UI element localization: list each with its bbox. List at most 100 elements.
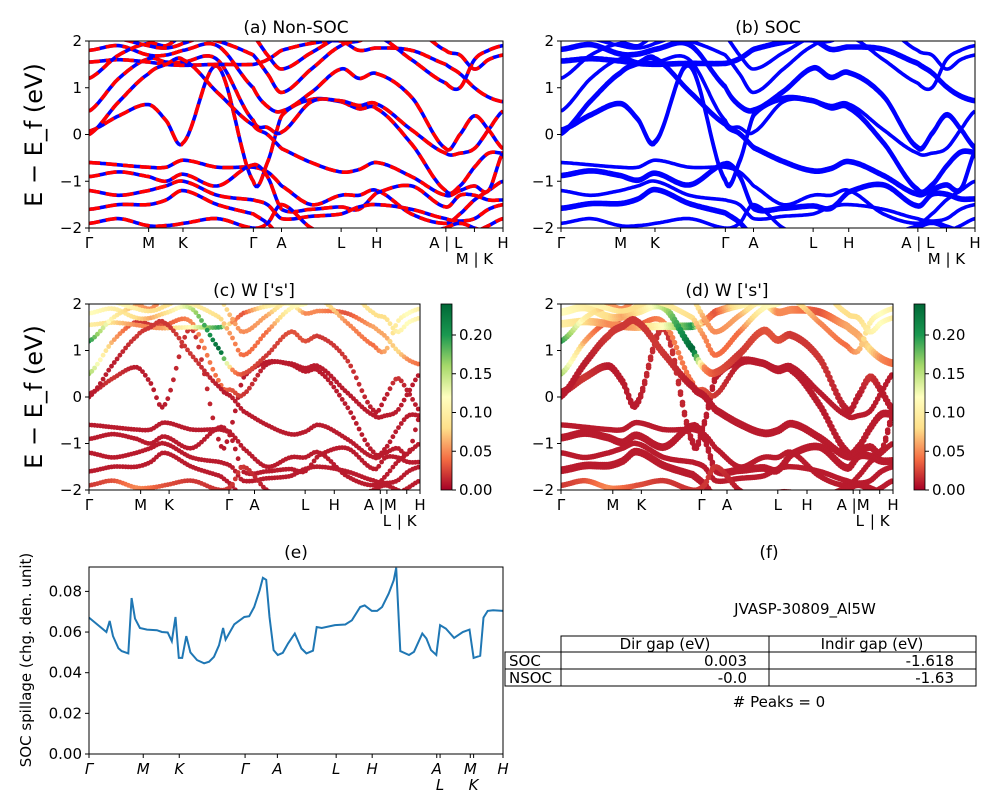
- weight-point: [258, 368, 263, 374]
- x-tick-label: H: [497, 760, 508, 778]
- weight-point: [687, 433, 694, 439]
- weight-point: [109, 340, 114, 346]
- weight-point: [356, 426, 362, 432]
- x-tick-label: L: [856, 512, 865, 530]
- weight-point: [174, 298, 179, 303]
- y-tick-label: 2: [72, 295, 82, 313]
- colorbar-tick-label: 0.10: [932, 404, 965, 422]
- weight-point: [384, 317, 390, 323]
- weight-point: [216, 345, 221, 351]
- weight-point: [711, 376, 718, 383]
- weight-point: [625, 392, 632, 399]
- weight-point: [353, 375, 359, 381]
- weight-point: [171, 377, 176, 383]
- weight-point: [334, 379, 339, 385]
- y-tick-label: 0.00: [49, 745, 82, 763]
- weight-point: [202, 368, 207, 374]
- weight-point: [705, 446, 712, 452]
- weight-point: [196, 361, 202, 367]
- soc-band-line: [561, 53, 975, 157]
- weight-point: [838, 489, 842, 490]
- weight-point: [87, 297, 92, 302]
- weight-point: [165, 396, 171, 402]
- weight-point: [252, 343, 258, 349]
- weight-point: [644, 297, 650, 303]
- weight-point: [339, 397, 345, 402]
- soc-band-line: [561, 202, 975, 228]
- weight-point: [413, 427, 418, 433]
- weight-point: [272, 344, 278, 349]
- weight-point: [384, 471, 390, 477]
- weight-point: [888, 464, 893, 470]
- weight-point: [880, 442, 887, 448]
- weight-point: [384, 391, 390, 397]
- weight-point: [669, 334, 676, 341]
- weight-point: [202, 345, 207, 351]
- weight-point: [859, 341, 865, 348]
- y-tick-label: 0: [72, 126, 82, 144]
- x-tick-label: Γ: [225, 496, 234, 514]
- weight-point: [888, 478, 893, 484]
- weight-point: [182, 343, 188, 349]
- weight-point: [681, 409, 688, 416]
- weight-point: [359, 388, 365, 394]
- weight-point: [224, 361, 230, 366]
- weight-point: [249, 346, 255, 352]
- weight-point: [109, 363, 114, 369]
- weight-point: [827, 374, 833, 381]
- x-tick-label: K: [178, 234, 189, 252]
- soc-band-line: [593, 41, 975, 71]
- x-tick-label: A | L: [429, 234, 463, 252]
- weight-point: [92, 389, 97, 394]
- y-tick-label: −2: [532, 219, 554, 237]
- weight-point: [230, 419, 235, 425]
- colorbar-tick-label: 0.00: [459, 481, 492, 499]
- weight-point: [303, 304, 308, 307]
- weight-point: [390, 464, 396, 470]
- weight-point: [125, 342, 131, 348]
- weight-point: [252, 474, 258, 480]
- weight-point: [95, 297, 100, 302]
- y-tick-label: 1: [544, 79, 554, 97]
- weight-point: [109, 299, 114, 304]
- weight-point: [823, 365, 829, 372]
- weight-point: [187, 318, 193, 324]
- weight-point: [861, 336, 867, 342]
- weight-point: [235, 470, 241, 475]
- weight-point: [207, 401, 213, 407]
- panel-a-ylabel: E − E_f (eV): [20, 63, 48, 207]
- nonsoc-band-dashed: [89, 41, 503, 104]
- weight-point: [415, 417, 420, 423]
- soc-band-split-line: [561, 160, 975, 212]
- weight-point: [269, 324, 275, 329]
- x-tick-label: A |M: [364, 496, 397, 514]
- x-tick-label: Γ: [85, 496, 94, 514]
- weight-point: [643, 370, 650, 377]
- weight-point: [415, 316, 420, 321]
- weight-point: [888, 404, 893, 411]
- weight-point: [415, 442, 420, 447]
- weight-point: [566, 297, 572, 303]
- weight-point: [413, 377, 418, 383]
- y-tick-label: −1: [60, 172, 82, 190]
- axes-frame: [88, 40, 504, 229]
- weight-point: [154, 304, 159, 307]
- weight-point: [235, 347, 241, 353]
- weight-point: [637, 391, 644, 398]
- weight-point: [410, 438, 415, 444]
- x-tick-label: M | K: [456, 250, 495, 268]
- weight-point: [270, 491, 275, 496]
- weight-point: [238, 382, 244, 388]
- weight-point: [646, 298, 652, 304]
- weight-point: [396, 407, 401, 412]
- weight-point: [677, 389, 684, 395]
- x-tick-label: Γ: [85, 760, 95, 778]
- table-cell-value: -1.63: [915, 669, 954, 687]
- weight-point: [345, 358, 351, 364]
- weight-point: [780, 304, 784, 305]
- x-tick-label: H: [843, 234, 854, 252]
- weight-point: [266, 327, 272, 332]
- weight-point: [582, 304, 584, 305]
- weight-point: [100, 376, 106, 382]
- weight-point: [568, 297, 574, 303]
